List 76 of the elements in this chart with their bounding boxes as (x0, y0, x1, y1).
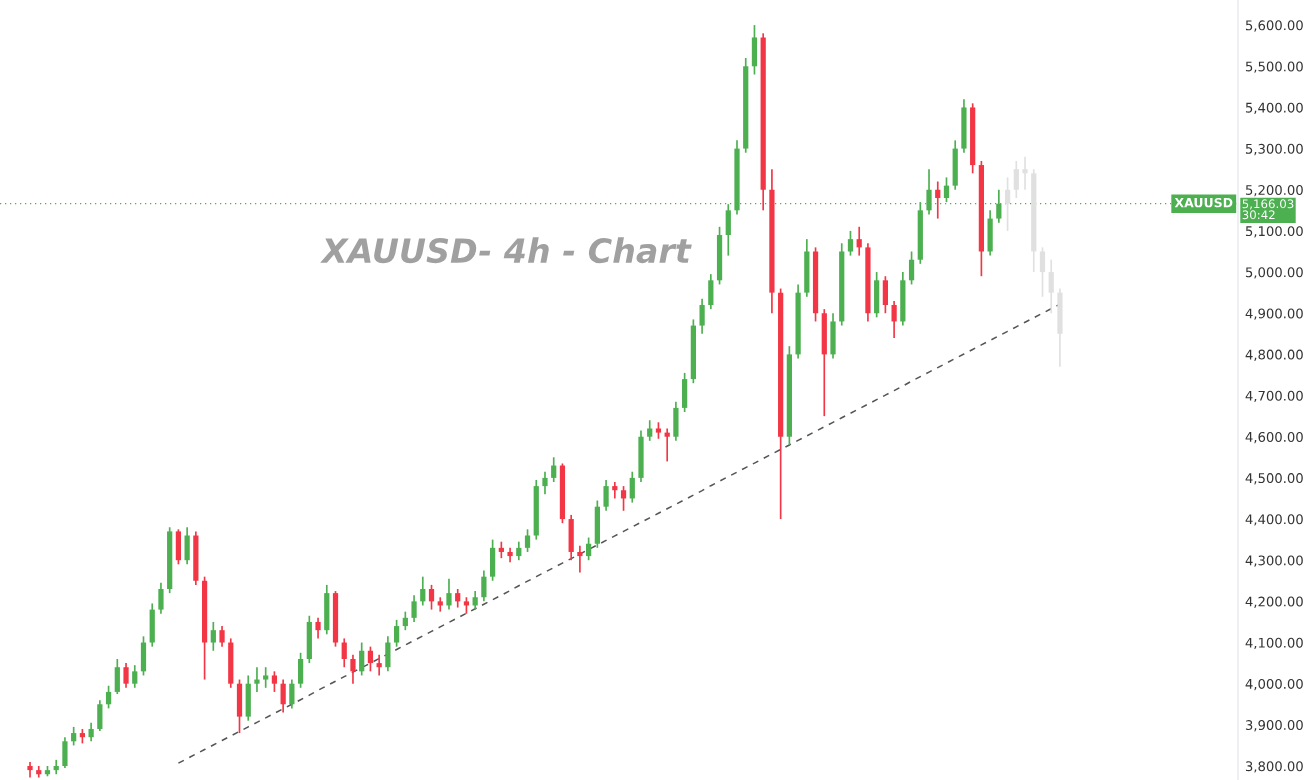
candlestick (908, 250, 915, 286)
candlestick (856, 225, 862, 257)
candlestick (411, 594, 417, 623)
candlestick (1039, 246, 1046, 298)
candlestick (455, 588, 461, 609)
candlestick (603, 479, 609, 512)
candlestick (210, 621, 216, 652)
candlestick (1004, 176, 1011, 232)
candlestick (586, 536, 592, 562)
y-tick-label: 4,500.00 (1245, 473, 1303, 485)
candlestick (393, 619, 400, 648)
candlestick (280, 678, 286, 714)
candlestick (428, 584, 435, 611)
candlestick (1013, 160, 1019, 199)
y-tick-label: 3,800.00 (1245, 761, 1303, 773)
candlestick (446, 577, 452, 611)
candlestick (88, 721, 94, 743)
candlestick (1048, 258, 1054, 315)
text: XAUUSD- 4h - Chart (320, 237, 692, 264)
candlestick (664, 427, 670, 463)
candlestick (105, 684, 112, 710)
y-tick-label: 4,700.00 (1245, 390, 1303, 403)
candlestick (289, 678, 295, 710)
candlestick (254, 666, 260, 693)
candlestick (402, 610, 408, 632)
candlestick (647, 419, 653, 442)
candlestick (437, 596, 443, 613)
candlestick (524, 528, 531, 553)
candlestick (699, 297, 705, 335)
candlestick (943, 176, 950, 203)
candlestick (350, 654, 356, 685)
ref-line-label: XAUUSD (1174, 197, 1233, 208)
text: 30:42 (1242, 210, 1275, 220)
candlestick (158, 582, 164, 615)
candlestick (847, 230, 854, 257)
y-tick-label: 5,500.00 (1245, 61, 1303, 73)
candlestick (516, 540, 522, 562)
y-tick-label: 4,300.00 (1245, 555, 1303, 567)
text: 5,166.03 (1242, 199, 1294, 210)
candlestick (551, 456, 557, 483)
candlestick (263, 666, 269, 689)
candlestick (935, 180, 941, 220)
y-tick-label: 5,300.00 (1245, 143, 1303, 156)
candlestick (620, 485, 627, 512)
candlestick (71, 726, 77, 747)
candlestick (315, 616, 321, 640)
candlestick (472, 590, 478, 611)
candlestick (577, 544, 583, 574)
y-tick-label: 3,900.00 (1245, 720, 1303, 732)
y-tick-label: 5,400.00 (1245, 102, 1303, 114)
candlestick (629, 470, 635, 504)
candlestick (341, 637, 347, 669)
y-tick-label: 4,600.00 (1245, 431, 1303, 444)
candlestick (271, 670, 278, 693)
y-tick-label: 5,600.00 (1245, 20, 1303, 32)
candlestick (359, 641, 365, 677)
candlestick (132, 664, 138, 689)
candlestick (27, 761, 33, 779)
y-tick-label: 4,900.00 (1245, 308, 1303, 320)
y-tick-label: 4,100.00 (1245, 637, 1303, 650)
y-tick-label: 5,000.00 (1245, 267, 1303, 279)
candlestick (1022, 155, 1028, 191)
candlestick (376, 654, 382, 677)
candlestick (481, 569, 487, 603)
y-tick-label: 4,400.00 (1245, 514, 1303, 526)
candlestick (891, 300, 897, 339)
candlestick (219, 625, 225, 648)
y-tick-label: 4,800.00 (1245, 349, 1303, 361)
y-tick-label: 4,200.00 (1245, 596, 1303, 608)
y-tick-label: 5,200.00 (1245, 184, 1303, 197)
candlestick (542, 470, 548, 496)
candlestick (420, 575, 426, 607)
y-tick-label: 5,100.00 (1245, 226, 1303, 238)
candlestick (123, 662, 129, 689)
y-tick-label: 4,000.00 (1245, 678, 1303, 691)
candlestick (367, 645, 374, 673)
